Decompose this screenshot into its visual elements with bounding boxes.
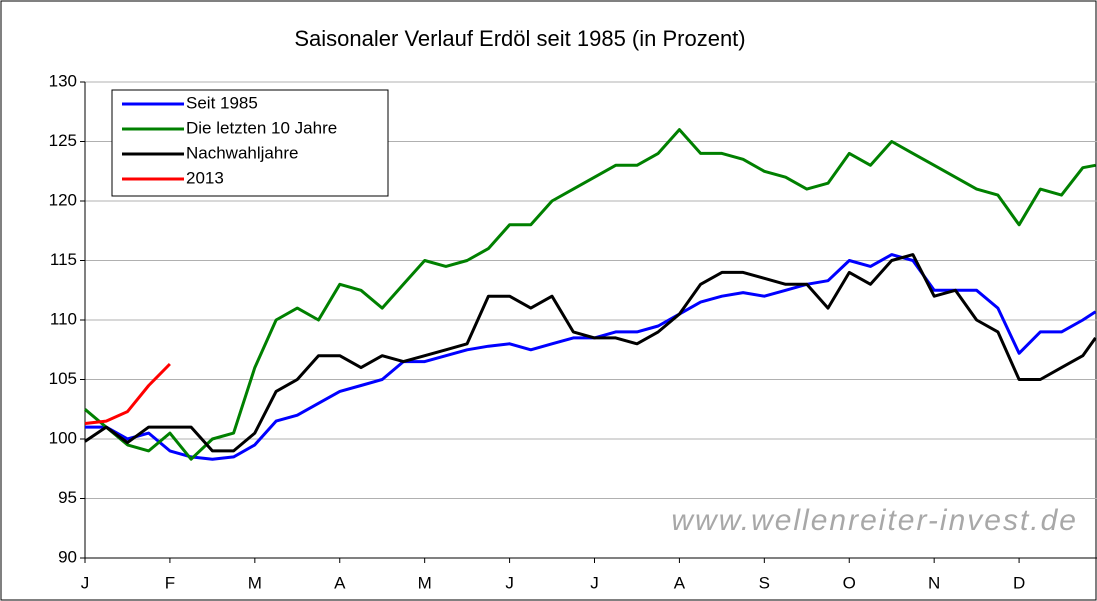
y-tick-label: 110 xyxy=(50,309,77,328)
x-tick-label: J xyxy=(505,573,514,592)
x-tick-label: F xyxy=(165,573,175,592)
legend-label: Nachwahljahre xyxy=(186,143,298,162)
series-line xyxy=(84,128,1096,461)
x-tick-label: D xyxy=(1013,573,1025,592)
y-tick-label: 130 xyxy=(49,71,77,90)
series-line xyxy=(84,362,171,425)
x-tick-label: J xyxy=(81,573,90,592)
y-tick-label: 100 xyxy=(49,428,77,447)
x-tick-label: A xyxy=(334,573,346,592)
y-tick-label: 120 xyxy=(49,190,77,209)
x-tick-label: A xyxy=(674,573,686,592)
y-tick-label: 105 xyxy=(49,369,77,388)
x-tick-label: N xyxy=(928,573,940,592)
x-tick-label: J xyxy=(590,573,599,592)
series-line xyxy=(84,253,1097,453)
chart-title: Saisonaler Verlauf Erdöl seit 1985 (in P… xyxy=(294,26,745,51)
x-tick-label: M xyxy=(248,573,262,592)
x-tick-label: M xyxy=(418,573,432,592)
legend-label: 2013 xyxy=(186,168,224,187)
y-tick-label: 125 xyxy=(49,131,77,150)
legend-label: Seit 1985 xyxy=(186,93,258,112)
x-tick-label: S xyxy=(759,573,770,592)
y-tick-label: 115 xyxy=(50,250,77,269)
y-tick-label: 90 xyxy=(58,547,77,566)
y-tick-label: 95 xyxy=(58,488,77,507)
watermark: www.wellenreiter-invest.de xyxy=(671,504,1078,537)
legend-label: Die letzten 10 Jahre xyxy=(186,118,337,137)
x-tick-label: O xyxy=(843,573,856,592)
